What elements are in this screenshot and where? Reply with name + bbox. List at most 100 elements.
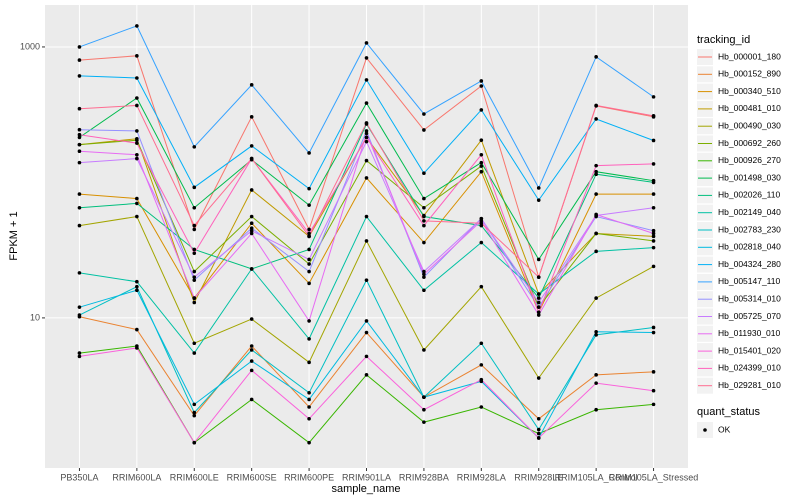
point	[307, 337, 311, 341]
point	[135, 76, 139, 80]
legend-label: Hb_015401_020	[718, 345, 781, 355]
point	[422, 205, 426, 210]
point	[536, 427, 541, 432]
point	[364, 101, 369, 105]
point	[77, 223, 82, 228]
point	[249, 226, 254, 230]
legend-label: Hb_002783_230	[718, 224, 781, 234]
point	[651, 245, 656, 250]
point	[479, 138, 484, 142]
point	[422, 272, 426, 277]
point	[479, 79, 484, 83]
point	[77, 149, 82, 154]
point	[479, 377, 484, 382]
point	[307, 257, 311, 262]
point	[594, 172, 598, 177]
point	[77, 135, 82, 140]
point	[364, 131, 369, 136]
point	[479, 108, 484, 112]
point	[192, 251, 197, 256]
point	[307, 397, 311, 402]
point	[135, 288, 139, 293]
legend-label: Hb_024399_010	[718, 363, 781, 373]
point	[479, 221, 484, 226]
point	[192, 402, 197, 407]
point	[536, 296, 541, 300]
point	[364, 41, 369, 45]
point	[651, 264, 656, 269]
point	[422, 269, 426, 274]
point	[536, 292, 541, 296]
point	[364, 319, 369, 323]
point	[422, 214, 426, 219]
point	[594, 381, 598, 385]
point	[135, 327, 139, 332]
point	[536, 416, 541, 421]
point	[479, 160, 484, 165]
point	[651, 239, 656, 243]
point	[594, 407, 598, 412]
point	[192, 410, 197, 415]
point	[536, 431, 541, 436]
point	[77, 58, 82, 62]
point	[422, 240, 426, 245]
legend-label: Hb_000481_010	[718, 103, 781, 113]
point	[422, 128, 426, 132]
point	[651, 95, 656, 99]
point	[536, 186, 541, 190]
point	[307, 247, 311, 252]
y-axis-label: FPKM + 1	[8, 211, 20, 260]
legend-label: Hb_001498_030	[718, 172, 781, 182]
point	[479, 363, 484, 367]
point	[249, 231, 254, 236]
point	[594, 249, 598, 254]
point	[364, 354, 369, 359]
point	[135, 346, 139, 350]
legend-label: Hb_002149_040	[718, 207, 781, 217]
y-tick-label: 1000	[20, 41, 40, 51]
point	[249, 221, 254, 226]
point	[594, 163, 598, 168]
point	[364, 158, 369, 163]
legend-label: Hb_002818_040	[718, 242, 781, 252]
point	[249, 359, 254, 363]
point	[307, 391, 311, 395]
point	[77, 132, 82, 137]
x-tick-label: RRIM928BA	[399, 472, 449, 482]
legend-label: Hb_000152_890	[718, 69, 781, 79]
point	[594, 333, 598, 337]
point	[135, 103, 139, 108]
point	[192, 341, 197, 346]
point	[651, 325, 656, 330]
point	[536, 313, 541, 317]
legend-label: Hb_000692_260	[718, 138, 781, 148]
legend-label: OK	[718, 424, 731, 434]
legend-label: Hb_004324_280	[718, 259, 781, 269]
point	[364, 121, 369, 125]
legend-label: Hb_000340_510	[718, 86, 781, 96]
point	[594, 103, 598, 108]
point	[422, 420, 426, 424]
point	[479, 341, 484, 346]
x-axis-label: sample_name	[331, 483, 400, 495]
point	[192, 227, 197, 232]
point-legend-title: quant_status	[697, 406, 760, 418]
point	[307, 186, 311, 191]
legend-label: Hb_029281_010	[718, 380, 781, 390]
point	[249, 368, 254, 373]
legend-label: Hb_000001_180	[718, 51, 781, 61]
point	[422, 219, 426, 223]
point	[364, 278, 369, 282]
point	[536, 305, 541, 309]
point	[77, 351, 82, 355]
point	[192, 300, 197, 305]
point	[594, 117, 598, 121]
legend-label: Hb_000490_030	[718, 120, 781, 130]
point	[249, 214, 254, 219]
point	[135, 96, 139, 100]
point	[77, 45, 82, 49]
legend-label: Hb_002026_110	[718, 190, 781, 200]
point	[192, 351, 197, 355]
point	[422, 348, 426, 352]
point	[192, 247, 197, 252]
